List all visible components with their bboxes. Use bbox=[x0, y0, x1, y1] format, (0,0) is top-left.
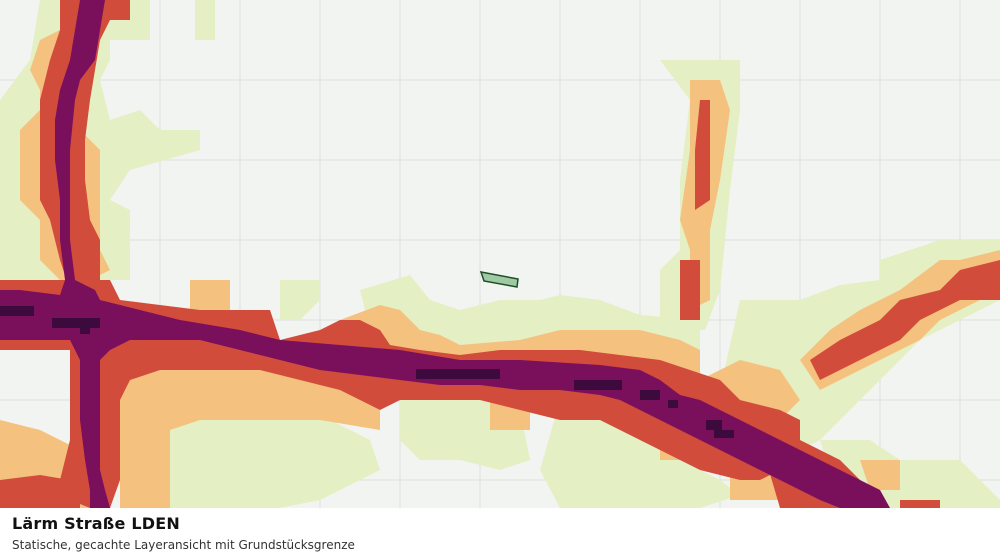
map-caption: Lärm Straße LDEN Statische, gecachte Lay… bbox=[0, 508, 1000, 560]
noise-zone-level-5 bbox=[0, 306, 734, 438]
parcel-boundary[interactable] bbox=[479, 271, 519, 288]
layer-subtitle: Statische, gecachte Layeransicht mit Gru… bbox=[12, 538, 355, 552]
noise-zone-level-4 bbox=[0, 0, 890, 508]
layer-title: Lärm Straße LDEN bbox=[12, 514, 180, 533]
